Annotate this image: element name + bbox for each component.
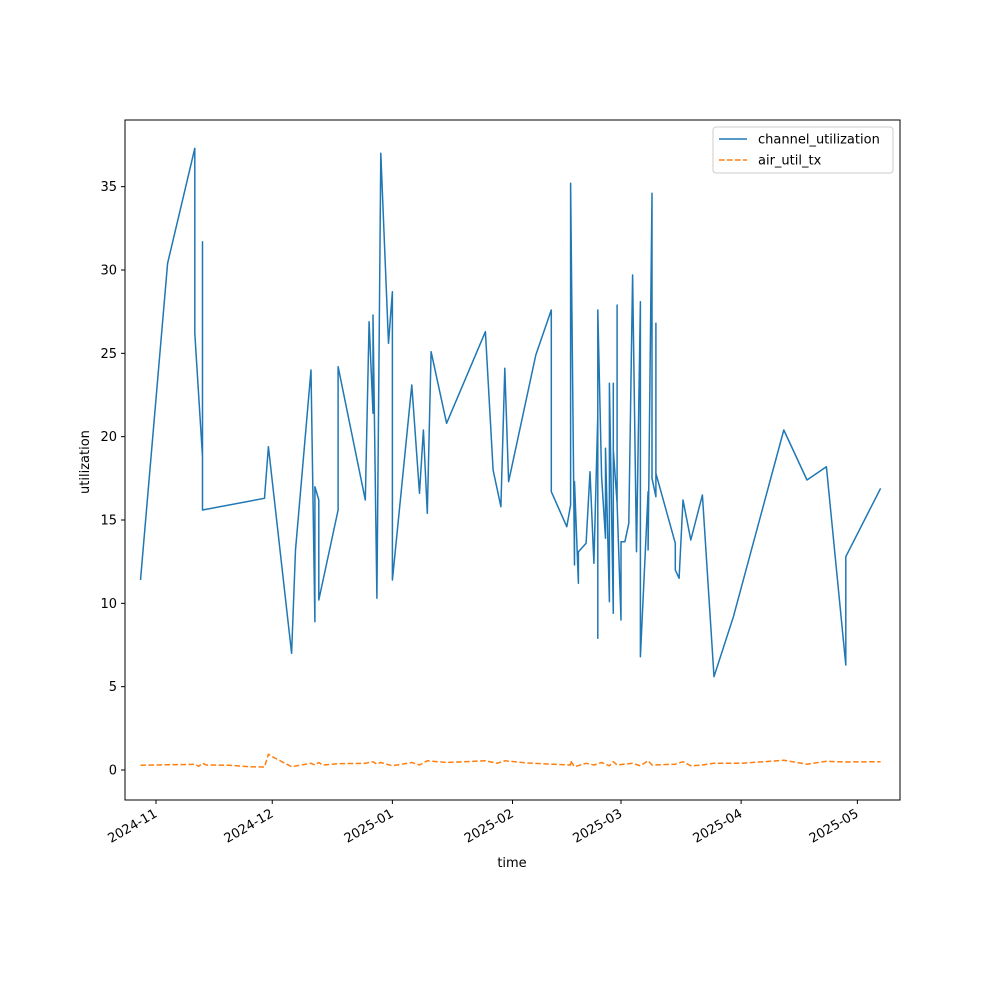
legend-label-air_util_tx: air_util_tx: [758, 154, 822, 169]
y-tick-label: 0: [109, 764, 117, 779]
x-axis-label: time: [497, 856, 526, 871]
axes-frame: [124, 119, 901, 801]
y-tick-label: 15: [100, 514, 117, 529]
y-tick-label: 35: [100, 180, 117, 195]
legend-box: [712, 126, 894, 174]
plot-area: [139, 147, 882, 768]
y-tick-label: 25: [100, 347, 117, 362]
y-axis: 0 5 10 15 20 25 30 35: [100, 180, 125, 779]
series-line-channel_utilization: [139, 147, 882, 678]
y-tick-label: 10: [100, 597, 117, 612]
y-tick-label: 5: [109, 680, 117, 695]
legend: channel_utilization air_util_tx: [712, 126, 894, 174]
y-tick-label: 20: [100, 430, 117, 445]
series-line-air_util_tx: [140, 753, 881, 768]
legend-label-channel_utilization: channel_utilization: [758, 133, 880, 148]
y-axis-label: utilization: [78, 430, 93, 494]
y-tick-label: 30: [100, 264, 117, 279]
